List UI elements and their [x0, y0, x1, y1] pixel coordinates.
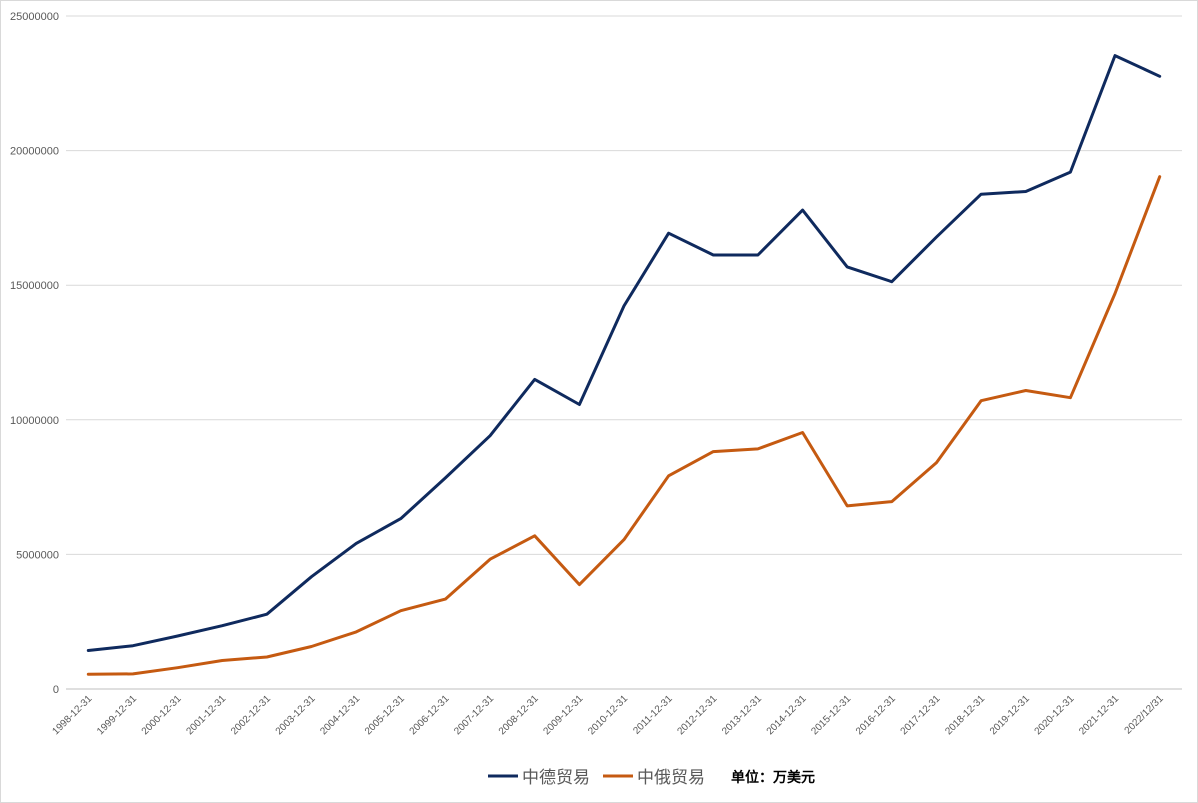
y-axis: 0 5000000 10000000 15000000 20000000 25000000 — [10, 11, 59, 696]
y-tick-label: 25000000 — [10, 11, 59, 23]
x-tick-label: 2003-12-31 — [274, 693, 318, 737]
x-tick-label: 2018-12-31 — [943, 693, 987, 737]
y-tick-label: 15000000 — [10, 280, 59, 292]
x-tick-label: 2005-12-31 — [363, 693, 407, 737]
x-tick-label: 2004-12-31 — [318, 693, 362, 737]
gridlines — [66, 15, 1182, 690]
y-tick-label: 20000000 — [10, 146, 59, 158]
x-tick-label: 2021-12-31 — [1077, 693, 1121, 737]
x-tick-label: 1998-12-31 — [50, 693, 94, 737]
x-tick-label: 2002-12-31 — [229, 693, 273, 737]
x-tick-label: 2013-12-31 — [720, 693, 764, 737]
x-tick-label: 2006-12-31 — [408, 693, 452, 737]
x-tick-label: 2022/12/31 — [1123, 693, 1166, 736]
series-line-germany — [86, 54, 1162, 652]
x-axis: 1998-12-31 1999-12-31 2000-12-31 2001-12-31… — [50, 693, 1166, 737]
legend-label-russia: 中俄贸易 — [637, 768, 705, 788]
series-lines — [86, 54, 1162, 676]
y-tick-label: 5000000 — [16, 549, 59, 561]
x-tick-label: 2009-12-31 — [542, 693, 586, 737]
legend: 中德贸易 中俄贸易 单位：万美元 — [488, 768, 815, 788]
unit-note: 单位：万美元 — [731, 769, 815, 785]
x-tick-label: 2016-12-31 — [854, 693, 898, 737]
x-tick-label: 2019-12-31 — [988, 693, 1032, 737]
x-tick-label: 2001-12-31 — [184, 693, 228, 737]
x-tick-label: 2014-12-31 — [765, 693, 809, 737]
x-tick-label: 1999-12-31 — [95, 693, 139, 737]
x-tick-label: 2015-12-31 — [809, 693, 853, 737]
y-tick-label: 0 — [53, 684, 59, 696]
x-tick-label: 2012-12-31 — [675, 693, 719, 737]
x-tick-label: 2017-12-31 — [899, 693, 943, 737]
series-line-russia — [86, 175, 1162, 676]
x-tick-label: 2007-12-31 — [452, 693, 496, 737]
y-tick-label: 10000000 — [10, 415, 59, 427]
x-tick-label: 2020-12-31 — [1033, 693, 1077, 737]
x-tick-label: 2008-12-31 — [497, 693, 541, 737]
x-tick-label: 2011-12-31 — [631, 693, 675, 737]
x-tick-label: 2010-12-31 — [586, 693, 630, 737]
legend-label-germany: 中德贸易 — [522, 768, 590, 788]
x-tick-label: 2000-12-31 — [140, 693, 184, 737]
